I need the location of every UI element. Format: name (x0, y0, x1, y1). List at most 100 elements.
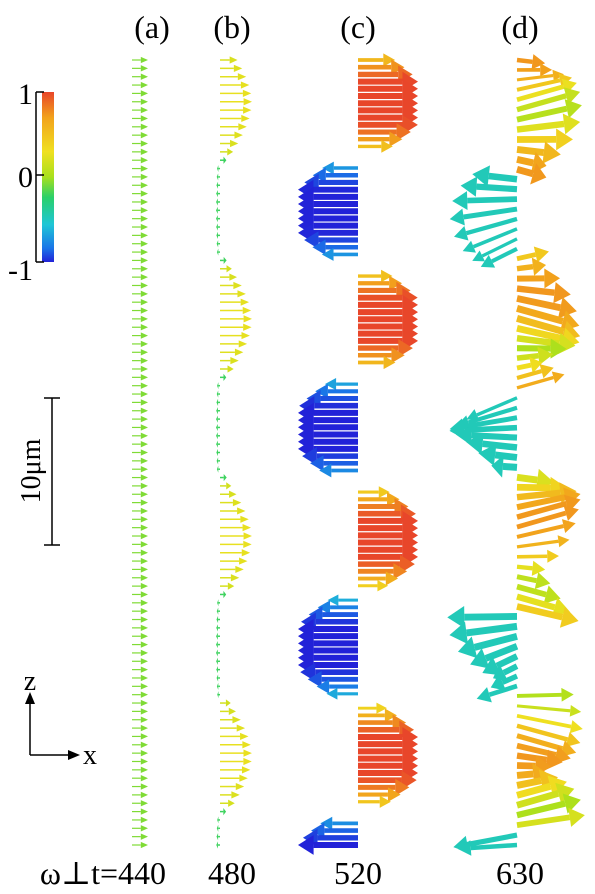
panel-b-arrow-head (243, 315, 252, 323)
panel-d-arrow-head (531, 560, 546, 576)
panel-a-arrow-head (140, 699, 148, 707)
panel-d-arrow-head (457, 636, 478, 659)
panel-b-arrow-head (226, 482, 232, 490)
panel-b-arrow-head (230, 139, 239, 148)
panel-d-arrow-head (562, 793, 581, 814)
panel-b-arrow-head (223, 590, 227, 599)
panel-d-arrow-head (480, 254, 496, 268)
panel-a-arrow-head (140, 766, 148, 774)
panel-c-arrow-head (321, 247, 334, 261)
panel-d-arrow-shaft (466, 622, 518, 637)
panel-d-arrow-head (478, 443, 497, 466)
time-label-c: 520 (334, 855, 382, 891)
panel-a-arrow-head (140, 115, 148, 122)
panel-d-arrow-shaft (470, 842, 518, 851)
axis-label-x: x (83, 740, 97, 771)
panel-label-b: (b) (213, 9, 250, 45)
panel-a-arrows (132, 56, 148, 849)
panel-b-arrow-head (240, 298, 250, 306)
panel-a-arrow-head (140, 382, 148, 389)
panel-b-arrow-head (216, 448, 218, 457)
panel-a-arrow-head (140, 90, 148, 97)
panel-b-arrow-head (216, 432, 218, 440)
panel-a-arrow-head (140, 282, 148, 289)
panel-b-arrow-head (236, 724, 246, 732)
panel-d-arrow-shaft (516, 483, 551, 492)
panel-b-arrow-head (233, 281, 242, 290)
panel-c-arrow-head (316, 679, 330, 694)
panel-d-arrow-shaft (516, 105, 568, 123)
colorbar-tick-mid: 0 (18, 161, 33, 194)
panel-a-arrow-head (140, 73, 148, 80)
panel-b-arrow-head (239, 774, 248, 782)
panel-a-arrow-head (140, 800, 148, 807)
panel-b-arrow-head (216, 390, 219, 398)
panel-a-arrow-head (140, 841, 148, 849)
panel-d-arrow-head (537, 346, 554, 366)
panel-d-arrow-shaft (516, 714, 572, 729)
panel-c-arrow-head (315, 383, 328, 399)
panel-d-arrow-shaft (516, 593, 556, 611)
panel-a-arrow-head (140, 307, 148, 314)
panel-b-arrow-head (216, 173, 219, 181)
panel-d-arrow-shaft (516, 295, 562, 312)
panel-d-arrow-shaft (516, 165, 535, 178)
panel-a-arrow-head (140, 466, 148, 473)
panel-d-arrow-shaft (494, 451, 518, 461)
panel-d-arrow-shaft (467, 405, 518, 425)
panel-b-arrow-head (232, 716, 241, 724)
panel-d-arrow-shaft (488, 172, 518, 183)
panel-b-arrow-head (216, 248, 219, 256)
panel-d-arrow-shaft (465, 216, 518, 236)
panel-a-arrow-head (140, 599, 148, 606)
panel-d-arrow-head (457, 840, 472, 856)
panel-c-arrow-head (393, 563, 408, 580)
time-label-a: 440 (118, 855, 166, 891)
panel-d-arrow-shaft (516, 252, 537, 262)
panel-d-arrow-shaft (516, 770, 534, 779)
panel-a-arrow-head (140, 290, 148, 298)
panel-b-arrow-head (216, 615, 219, 624)
panel-a-arrow-head (140, 507, 148, 515)
panel-d-arrow-shaft (462, 415, 518, 430)
panel-a-arrow-head (140, 683, 148, 690)
panel-d-arrow-head (543, 585, 561, 604)
panel-c-arrow-head (398, 339, 413, 358)
panel-d-arrow-shaft (516, 800, 566, 819)
panel-a-arrow-head (140, 557, 148, 565)
panel-a-arrow-head (140, 374, 148, 381)
panel-d-arrow-head (531, 54, 546, 70)
panel-a-arrow-head (140, 516, 148, 523)
panel-d-arrow-head (564, 99, 582, 119)
panel-b-arrow-head (225, 699, 231, 707)
panel-a-arrow-head (140, 324, 148, 331)
panel-b-arrow-head (234, 131, 243, 139)
panel-b-arrow-head (228, 799, 235, 807)
panel-b-arrow-head (235, 565, 244, 574)
colorbar (42, 92, 54, 262)
panel-c-arrow-head (387, 492, 400, 507)
panel-a-arrow-head (140, 349, 148, 356)
panel-a-arrow-head (140, 741, 148, 748)
panel-d-arrow-head (561, 687, 574, 702)
panel-c-arrow-head (327, 594, 339, 606)
panel-d-arrow-head (476, 687, 492, 703)
panel-label-d: (d) (501, 9, 538, 45)
panel-c-arrow-head (307, 670, 322, 688)
panel-d-arrow-shaft (516, 494, 566, 511)
panel-b-arrow-head (216, 649, 218, 657)
panel-a-arrow-head (140, 574, 148, 581)
panel-b-arrow-head (242, 306, 252, 315)
panel-d-arrow-shaft (516, 120, 565, 133)
panel-b-arrow-head (238, 340, 248, 348)
panel-c-arrow-head (326, 687, 338, 700)
panel-d-arrow-head (455, 425, 473, 446)
panel-c-arrow-head (376, 702, 388, 714)
panel-c-arrow-head (383, 355, 396, 370)
panel-b-arrow-head (216, 824, 219, 832)
panel-a-arrow-head (140, 232, 148, 239)
panel-d-arrow-head (544, 268, 561, 289)
panel-a-arrow-head (140, 674, 148, 682)
panel-c-arrow-head (401, 770, 417, 790)
panel-d-arrow-shaft (516, 524, 565, 539)
